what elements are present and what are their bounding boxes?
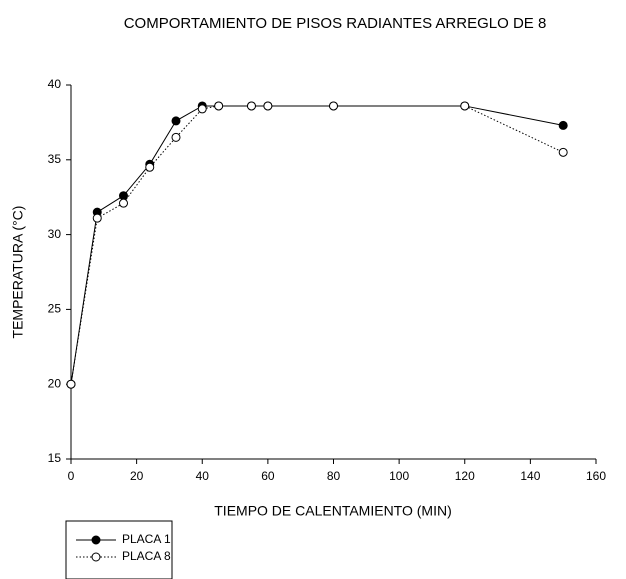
- y-tick-label: 15: [48, 451, 62, 465]
- x-tick-label: 80: [327, 469, 341, 483]
- x-tick-label: 160: [586, 469, 606, 483]
- legend-label: PLACA 1: [122, 532, 171, 546]
- legend-marker: [91, 535, 101, 545]
- data-point: [66, 379, 76, 389]
- data-point: [558, 120, 568, 130]
- chart-title: COMPORTAMIENTO DE PISOS RADIANTES ARREGL…: [124, 15, 547, 32]
- y-tick-label: 30: [48, 227, 62, 241]
- x-tick-label: 100: [389, 469, 409, 483]
- x-axis-label: TIEMPO DE CALENTAMIENTO (MIN): [214, 503, 452, 519]
- data-point: [171, 116, 181, 126]
- y-tick-label: 35: [48, 152, 62, 166]
- x-tick-label: 0: [68, 469, 75, 483]
- data-point: [460, 101, 470, 111]
- data-point: [263, 101, 273, 111]
- data-point: [558, 147, 568, 157]
- data-point: [145, 162, 155, 172]
- x-tick-label: 120: [455, 469, 475, 483]
- y-tick-label: 25: [48, 302, 62, 316]
- y-axis-label: TEMPERATURA (°C): [10, 206, 26, 339]
- data-point: [119, 198, 128, 208]
- y-tick-label: 20: [48, 376, 62, 390]
- data-point: [214, 101, 224, 111]
- data-point: [329, 101, 338, 111]
- x-tick-label: 40: [196, 469, 210, 483]
- x-tick-label: 20: [130, 469, 144, 483]
- legend-marker: [91, 552, 101, 562]
- series-line: [70, 105, 564, 385]
- y-tick-label: 40: [48, 77, 62, 91]
- x-tick-label: 140: [520, 469, 540, 483]
- data-point: [119, 191, 128, 201]
- data-point: [197, 104, 207, 114]
- legend-label: PLACA 8: [122, 549, 171, 563]
- x-tick-label: 60: [261, 469, 275, 483]
- series-line: [70, 105, 564, 385]
- data-point: [92, 213, 102, 223]
- data-point: [246, 101, 256, 111]
- legend-box: [65, 520, 173, 579]
- data-point: [171, 132, 181, 142]
